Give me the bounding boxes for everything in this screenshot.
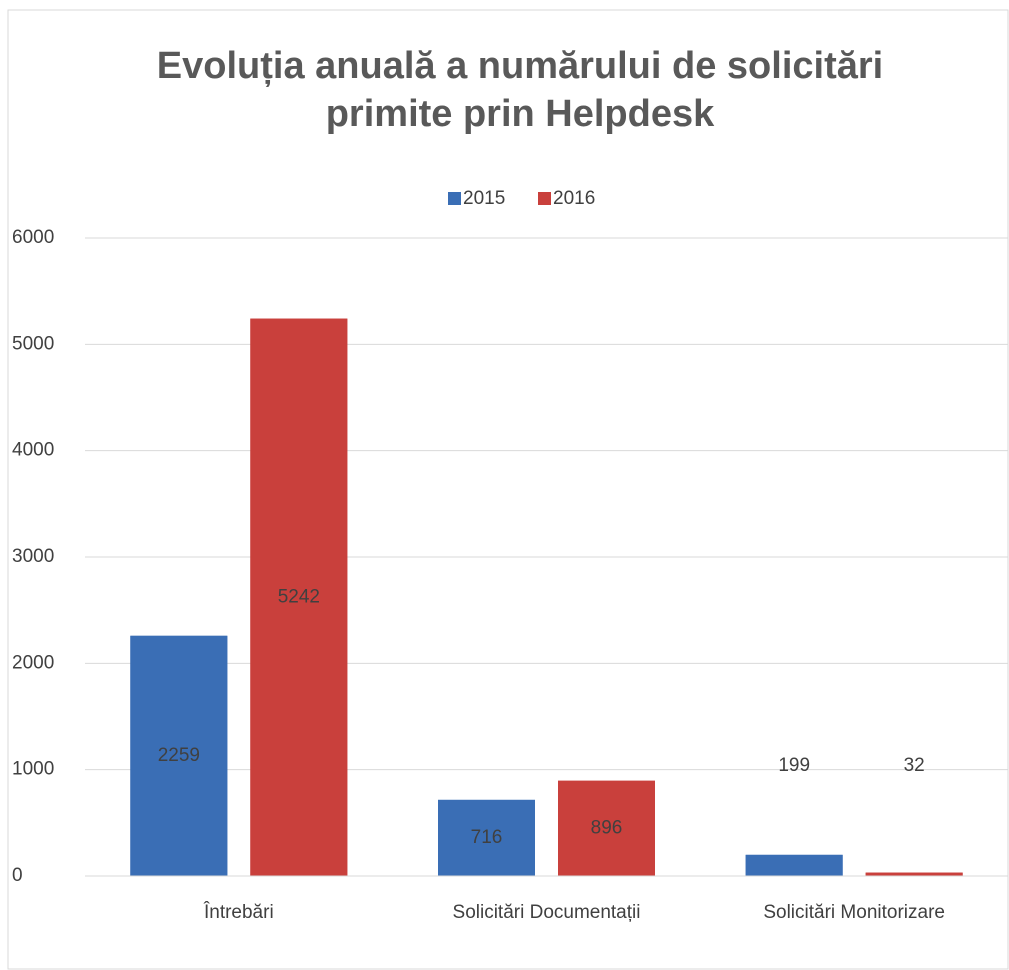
data-label: 2259	[158, 745, 200, 766]
data-label: 896	[591, 817, 623, 838]
chart-title: Evoluția anuală a numărului de solicităr…	[157, 45, 883, 87]
data-label: 716	[471, 827, 503, 848]
y-tick-label: 2000	[12, 652, 54, 673]
data-label: 32	[904, 755, 925, 776]
x-tick-label: Solicitări Monitorizare	[763, 902, 945, 923]
y-tick-label: 6000	[12, 227, 54, 248]
legend-label: 2016	[553, 188, 595, 209]
y-tick-label: 3000	[12, 546, 54, 567]
chart-title: primite prin Helpdesk	[326, 93, 715, 135]
x-tick-label: Întrebări	[203, 901, 274, 923]
y-tick-label: 4000	[12, 440, 54, 461]
y-tick-label: 5000	[12, 333, 54, 354]
legend-label: 2015	[463, 188, 505, 209]
legend-swatch	[538, 192, 551, 205]
legend-swatch	[448, 192, 461, 205]
data-label: 199	[778, 755, 810, 776]
data-label: 5242	[278, 586, 320, 607]
x-tick-label: Solicitări Documentații	[453, 902, 641, 923]
y-tick-label: 0	[12, 865, 23, 886]
y-tick-label: 1000	[12, 759, 54, 780]
